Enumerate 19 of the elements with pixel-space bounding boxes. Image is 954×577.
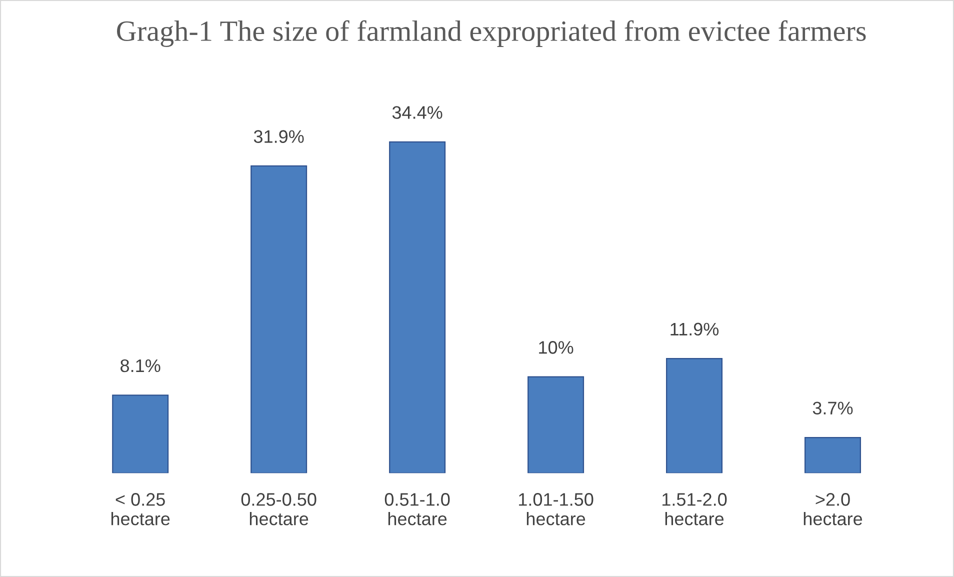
bar [804, 436, 861, 474]
bar [250, 165, 308, 474]
data-label: 8.1% [120, 359, 160, 372]
data-label: 11.9% [670, 322, 719, 336]
x-tick-label: 1.01-1.50 hectare [519, 493, 594, 526]
data-label: 10% [539, 341, 574, 354]
x-tick-label: 0.51-1.0 hectare [384, 493, 450, 526]
bar [112, 394, 169, 474]
x-tick-label: 0.25-0.50 hectare [241, 493, 316, 526]
data-label: 34.4% [392, 106, 442, 119]
x-tick-label: >2.0 hectare [804, 493, 862, 526]
bar [666, 358, 723, 474]
bar [528, 376, 584, 474]
data-label: 3.7% [812, 402, 853, 414]
x-tick-label: 1.51-2.0 hectare [662, 493, 727, 526]
data-label: 31.9% [254, 130, 304, 143]
x-tick-label: < 0.25 hectare [111, 493, 170, 526]
chart-title: Gragh-1 The size of farmland expropriated from evictee farmers [117, 20, 866, 48]
bar [389, 141, 446, 474]
